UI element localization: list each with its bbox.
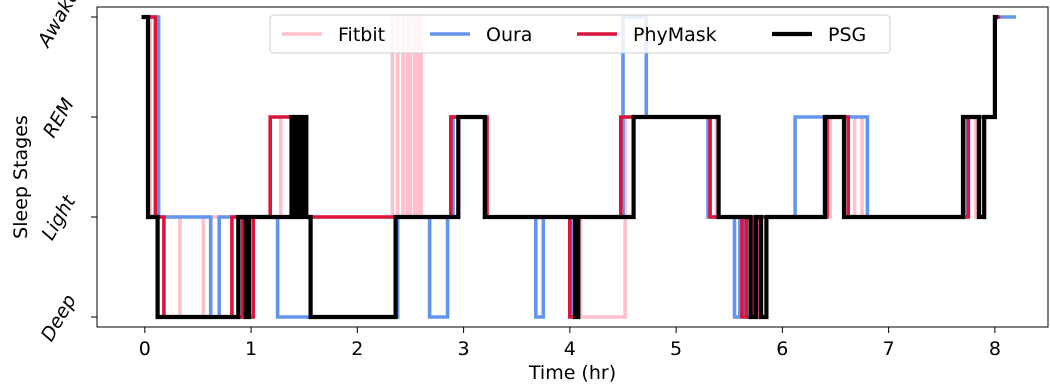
series-line-phymask <box>141 15 1001 319</box>
y-axis-label: Sleep Stages <box>10 115 32 239</box>
x-tick-label: 3 <box>458 338 470 360</box>
legend: Fitbit Oura PhyMask PSG <box>269 14 891 54</box>
x-tick-label: 1 <box>245 338 257 360</box>
x-tick-label: 2 <box>351 338 363 360</box>
axes: 0 1 2 3 4 5 6 7 8 Deep Light REM Awake <box>33 0 1049 360</box>
legend-label-oura: Oura <box>486 24 532 46</box>
x-tick-label: 0 <box>139 338 151 360</box>
x-tick-label: 4 <box>564 338 576 360</box>
legend-label-phymask: PhyMask <box>633 24 717 46</box>
legend-label-fitbit: Fitbit <box>338 24 385 46</box>
y-tick-label: Deep <box>37 291 81 345</box>
x-tick-label: 7 <box>883 338 895 360</box>
x-tick-label: 8 <box>989 338 1001 360</box>
x-tick-label: 6 <box>776 338 788 360</box>
y-tick-label: REM <box>39 94 79 141</box>
plot-frame <box>96 6 1049 328</box>
legend-label-psg: PSG <box>828 24 866 46</box>
plot-area <box>141 14 1017 320</box>
x-axis-label: Time (hr) <box>528 362 616 384</box>
y-tick-label: Awake <box>33 0 84 52</box>
series-line-psg <box>141 14 999 320</box>
y-tick-label: Light <box>37 191 81 244</box>
x-tick-label: 5 <box>670 338 682 360</box>
